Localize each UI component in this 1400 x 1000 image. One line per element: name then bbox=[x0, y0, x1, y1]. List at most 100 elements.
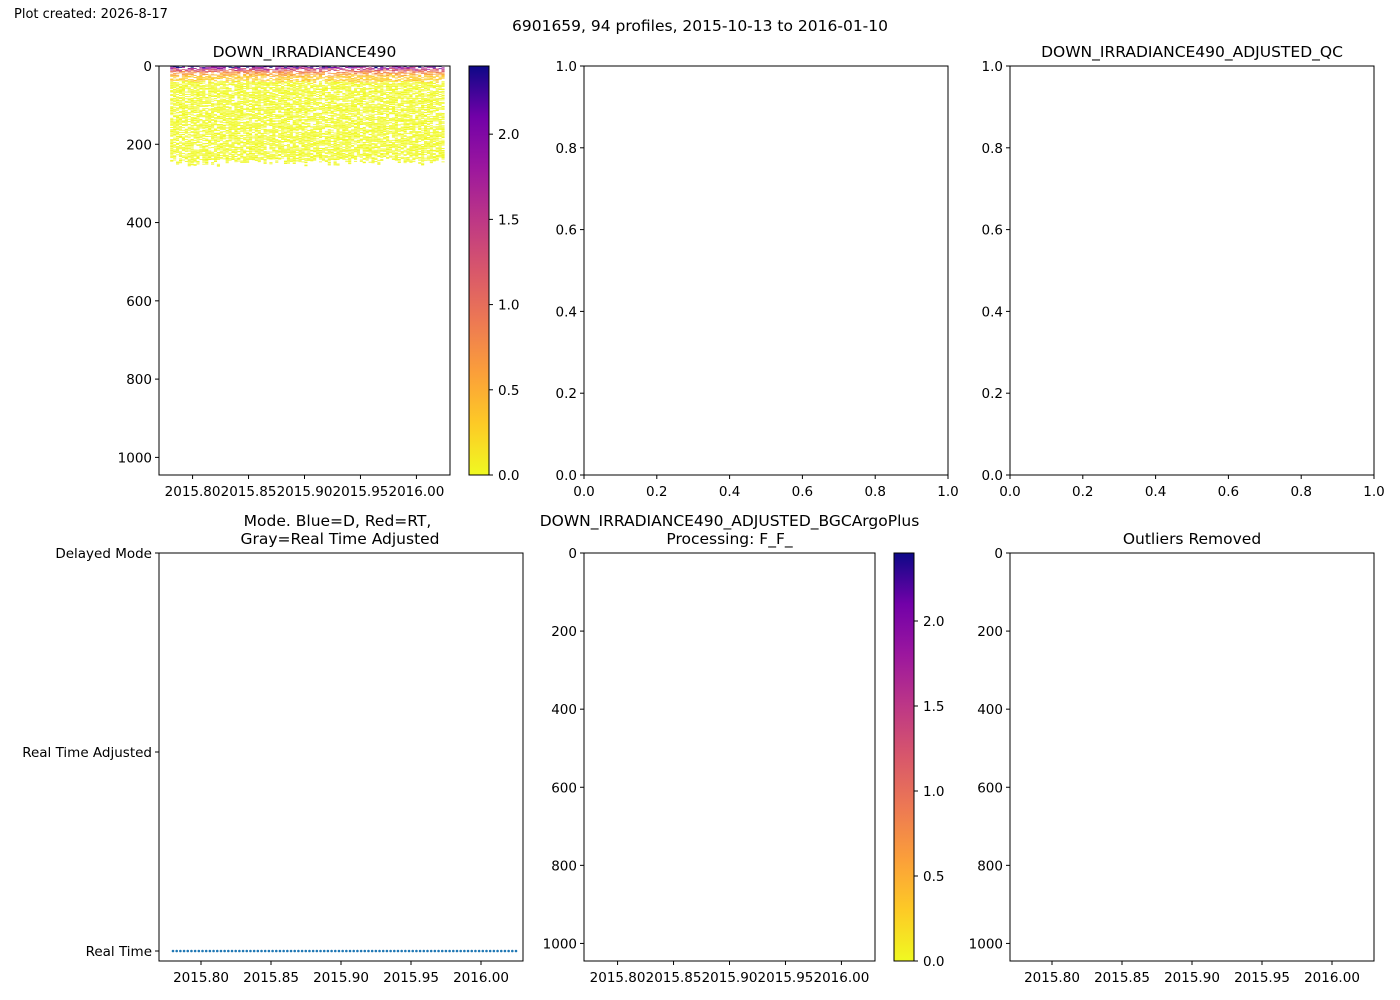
heatmap-cell bbox=[234, 81, 238, 83]
heatmap-cell bbox=[336, 106, 340, 107]
heatmap-cell bbox=[289, 158, 293, 160]
heatmap-cell bbox=[257, 102, 261, 104]
heatmap-cell bbox=[216, 74, 220, 76]
heatmap-cell bbox=[257, 80, 261, 82]
heatmap-cell bbox=[178, 78, 183, 80]
heatmap-cell bbox=[272, 69, 276, 71]
heatmap-cell bbox=[199, 86, 203, 88]
heatmap-cell bbox=[211, 111, 215, 112]
heatmap-cell bbox=[324, 96, 328, 97]
heatmap-cell bbox=[365, 141, 369, 143]
heatmap-cell bbox=[278, 75, 282, 77]
heatmap-cell bbox=[263, 75, 267, 77]
heatmap-cell bbox=[310, 140, 314, 142]
heatmap-cell bbox=[178, 87, 183, 89]
heatmap-cell bbox=[257, 93, 261, 95]
heatmap-cell bbox=[263, 130, 267, 132]
heatmap-cell bbox=[371, 147, 375, 149]
heatmap-cell bbox=[225, 159, 229, 161]
heatmap-cell bbox=[170, 112, 174, 114]
heatmap-cell bbox=[307, 150, 311, 152]
heatmap-cell bbox=[289, 130, 293, 132]
heatmap-cell bbox=[371, 161, 375, 162]
heatmap-cell bbox=[257, 135, 261, 137]
heatmap-cell bbox=[304, 137, 308, 139]
heatmap-cell bbox=[193, 128, 197, 130]
heatmap-cell bbox=[342, 109, 346, 111]
heatmap-cell bbox=[348, 81, 352, 83]
heatmap-cell bbox=[222, 111, 226, 113]
heatmap-cell bbox=[213, 119, 218, 121]
heatmap-cell bbox=[313, 100, 317, 102]
heatmap-cell bbox=[286, 103, 290, 105]
heatmap-cell bbox=[275, 68, 279, 70]
heatmap-cell bbox=[359, 153, 363, 155]
heatmap-cell bbox=[351, 134, 355, 136]
heatmap-cell bbox=[176, 89, 180, 91]
heatmap-cell bbox=[193, 125, 197, 127]
heatmap-cell bbox=[275, 115, 279, 116]
heatmap-cell bbox=[310, 79, 314, 81]
heatmap-cell bbox=[286, 110, 290, 112]
heatmap-cell bbox=[237, 80, 241, 82]
heatmap-cell bbox=[269, 96, 273, 98]
heatmap-cell bbox=[231, 144, 235, 145]
heatmap-cell bbox=[292, 96, 296, 98]
heatmap-cell bbox=[187, 101, 191, 103]
heatmap-cell bbox=[345, 70, 349, 72]
heatmap-cell bbox=[240, 142, 244, 144]
heatmap-cell bbox=[281, 100, 285, 102]
heatmap-cell bbox=[190, 155, 194, 156]
heatmap-cell bbox=[246, 134, 250, 136]
heatmap-cell bbox=[301, 89, 305, 91]
heatmap-cell bbox=[304, 70, 308, 72]
heatmap-cell bbox=[263, 95, 267, 97]
heatmap-cell bbox=[219, 116, 223, 118]
heatmap-cell bbox=[240, 140, 244, 142]
heatmap-cell bbox=[289, 111, 293, 112]
heatmap-cell bbox=[351, 130, 355, 132]
heatmap-cell bbox=[359, 104, 363, 106]
heatmap-cell bbox=[330, 157, 334, 159]
heatmap-cell bbox=[275, 90, 279, 92]
heatmap-cell bbox=[254, 144, 258, 146]
heatmap-cell bbox=[234, 93, 238, 95]
heatmap-cell bbox=[170, 109, 174, 111]
heatmap-cell bbox=[219, 145, 223, 147]
heatmap-cell bbox=[301, 107, 305, 109]
heatmap-cell bbox=[286, 156, 290, 158]
heatmap-cell bbox=[196, 93, 200, 95]
heatmap-cell bbox=[199, 88, 203, 90]
heatmap-cell bbox=[272, 106, 276, 108]
heatmap-cell bbox=[336, 71, 340, 73]
heatmap-cell bbox=[353, 127, 358, 129]
heatmap-cell bbox=[173, 139, 177, 141]
heatmap-cell bbox=[292, 124, 296, 126]
heatmap-cell bbox=[365, 110, 369, 111]
heatmap-cell bbox=[301, 71, 305, 73]
heatmap-cell bbox=[362, 137, 366, 138]
heatmap-cell bbox=[202, 145, 206, 147]
heatmap-cell bbox=[336, 152, 340, 154]
heatmap-cell bbox=[193, 135, 197, 137]
heatmap-cell bbox=[298, 66, 302, 68]
heatmap-cell bbox=[251, 95, 255, 97]
heatmap-cell bbox=[289, 112, 293, 114]
heatmap-cell bbox=[237, 128, 241, 130]
heatmap-cell bbox=[222, 136, 226, 138]
heatmap-cell bbox=[307, 92, 311, 94]
heatmap-cell bbox=[196, 145, 200, 146]
heatmap-cell bbox=[208, 153, 212, 155]
heatmap-cell bbox=[248, 132, 253, 134]
heatmap-cell bbox=[353, 90, 358, 91]
heatmap-cell bbox=[351, 95, 355, 97]
heatmap-cell bbox=[213, 69, 218, 71]
heatmap-cell bbox=[193, 107, 197, 109]
heatmap-cell bbox=[246, 122, 250, 124]
heatmap-cell bbox=[301, 134, 305, 136]
heatmap-cell bbox=[339, 138, 343, 139]
heatmap-cell bbox=[342, 79, 346, 81]
heatmap-cell bbox=[377, 109, 381, 111]
heatmap-cell bbox=[216, 153, 220, 155]
heatmap-cell bbox=[202, 135, 206, 136]
